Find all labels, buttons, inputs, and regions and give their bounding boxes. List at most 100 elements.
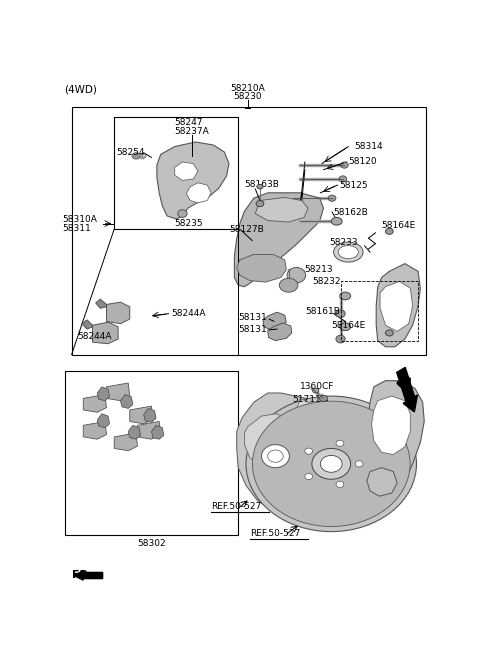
Text: 58237A: 58237A — [175, 127, 209, 136]
Text: 58232: 58232 — [312, 277, 341, 286]
Bar — [72, 106, 426, 355]
Ellipse shape — [256, 200, 264, 207]
Ellipse shape — [321, 455, 342, 472]
Polygon shape — [97, 414, 109, 428]
Polygon shape — [237, 393, 333, 512]
Ellipse shape — [339, 176, 347, 182]
Polygon shape — [128, 425, 141, 439]
Polygon shape — [186, 183, 211, 203]
Text: 58244A: 58244A — [77, 332, 111, 341]
Bar — [340, 281, 418, 340]
Ellipse shape — [312, 449, 350, 479]
Text: 58314: 58314 — [355, 142, 383, 151]
Text: REF.50-527: REF.50-527 — [250, 529, 300, 537]
Ellipse shape — [246, 396, 417, 532]
Polygon shape — [296, 398, 333, 506]
Ellipse shape — [334, 242, 363, 262]
Ellipse shape — [257, 185, 263, 189]
Text: 58235: 58235 — [175, 219, 204, 228]
Ellipse shape — [279, 279, 298, 292]
Polygon shape — [83, 422, 107, 439]
Text: REF.50-527: REF.50-527 — [211, 502, 262, 510]
Bar — [65, 371, 238, 535]
Polygon shape — [234, 193, 324, 286]
Text: 58230: 58230 — [233, 92, 262, 101]
Polygon shape — [255, 197, 308, 222]
Text: 58233: 58233 — [330, 238, 359, 246]
Text: 58254: 58254 — [116, 148, 144, 157]
Polygon shape — [120, 395, 133, 409]
Polygon shape — [83, 395, 107, 412]
Polygon shape — [268, 323, 292, 340]
Polygon shape — [93, 322, 118, 344]
Polygon shape — [97, 387, 109, 401]
Polygon shape — [152, 425, 164, 439]
Polygon shape — [380, 281, 413, 331]
Text: 51711: 51711 — [292, 395, 321, 403]
Text: 58161B: 58161B — [305, 307, 340, 316]
Ellipse shape — [140, 154, 146, 158]
Ellipse shape — [338, 246, 359, 259]
Ellipse shape — [385, 228, 393, 235]
Polygon shape — [137, 422, 161, 439]
Text: (4WD): (4WD) — [64, 85, 97, 95]
Ellipse shape — [287, 267, 306, 283]
Ellipse shape — [336, 310, 345, 317]
Ellipse shape — [262, 445, 289, 468]
Text: 58210A: 58210A — [230, 83, 265, 93]
Text: 58244A: 58244A — [171, 309, 205, 318]
Ellipse shape — [336, 482, 344, 487]
Ellipse shape — [355, 461, 363, 467]
Ellipse shape — [312, 388, 319, 393]
Polygon shape — [96, 299, 107, 308]
Ellipse shape — [340, 292, 350, 300]
Ellipse shape — [320, 396, 327, 401]
Text: 58131: 58131 — [238, 313, 267, 322]
Polygon shape — [144, 409, 156, 422]
Bar — [114, 118, 238, 229]
FancyArrow shape — [74, 571, 103, 580]
Text: 58162B: 58162B — [334, 208, 368, 217]
Ellipse shape — [328, 195, 336, 201]
Polygon shape — [263, 312, 286, 330]
Polygon shape — [244, 414, 302, 470]
Polygon shape — [157, 142, 229, 219]
Polygon shape — [237, 254, 286, 282]
Text: FR.: FR. — [72, 570, 92, 581]
Polygon shape — [82, 320, 93, 329]
Ellipse shape — [305, 474, 312, 480]
Text: 58164E: 58164E — [331, 321, 365, 330]
Ellipse shape — [336, 440, 344, 446]
Polygon shape — [367, 468, 397, 496]
Polygon shape — [114, 433, 137, 451]
Polygon shape — [130, 406, 153, 424]
Text: 58127B: 58127B — [229, 225, 264, 235]
Text: 58125: 58125 — [339, 181, 368, 190]
Text: 1360CF: 1360CF — [300, 382, 335, 392]
Ellipse shape — [336, 335, 345, 343]
Text: 58311: 58311 — [62, 224, 91, 233]
Ellipse shape — [305, 448, 312, 454]
Text: 58213: 58213 — [304, 265, 333, 273]
Polygon shape — [364, 380, 424, 499]
Polygon shape — [107, 383, 130, 401]
Polygon shape — [372, 396, 410, 455]
Text: 58163B: 58163B — [244, 180, 279, 189]
Text: 58247: 58247 — [175, 118, 203, 127]
FancyArrow shape — [397, 367, 418, 412]
Polygon shape — [175, 162, 198, 181]
Polygon shape — [376, 263, 420, 347]
Text: 58310A: 58310A — [62, 215, 97, 224]
Polygon shape — [107, 302, 130, 324]
Text: 58164E: 58164E — [382, 221, 416, 231]
Ellipse shape — [340, 323, 350, 330]
Ellipse shape — [268, 450, 283, 463]
Ellipse shape — [252, 401, 410, 526]
Text: 58120: 58120 — [348, 158, 377, 166]
Ellipse shape — [385, 330, 393, 336]
Ellipse shape — [331, 217, 342, 225]
Text: 58131: 58131 — [238, 325, 267, 334]
Ellipse shape — [340, 162, 348, 168]
Ellipse shape — [132, 153, 140, 159]
Ellipse shape — [178, 210, 187, 217]
